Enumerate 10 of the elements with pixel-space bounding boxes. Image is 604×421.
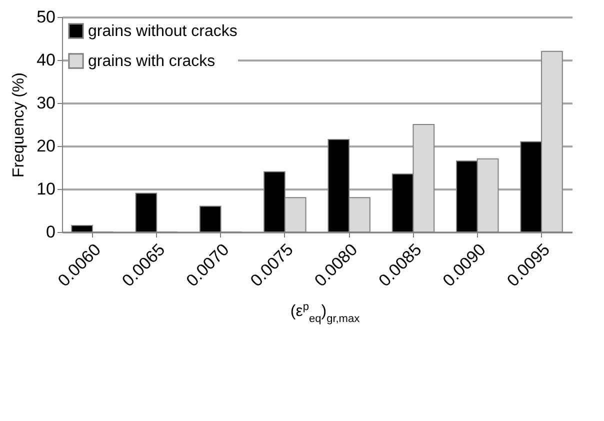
y-tick-label: 50 [36,8,56,26]
y-tick-label: 30 [36,94,56,112]
legend-label: grains with cracks [88,53,216,70]
legend-label: grains without cracks [88,23,238,40]
y-axis-title: Frequency (%) [10,72,28,178]
y-tick-label: 10 [36,180,56,198]
y-tick-label: 20 [36,136,56,156]
x-axis-title: (ε$^{p}$$_{eq}$)$_{gr,max}$ [290,301,360,325]
y-tick-label: 0 [46,222,56,242]
y-tick-label: 40 [36,50,56,70]
